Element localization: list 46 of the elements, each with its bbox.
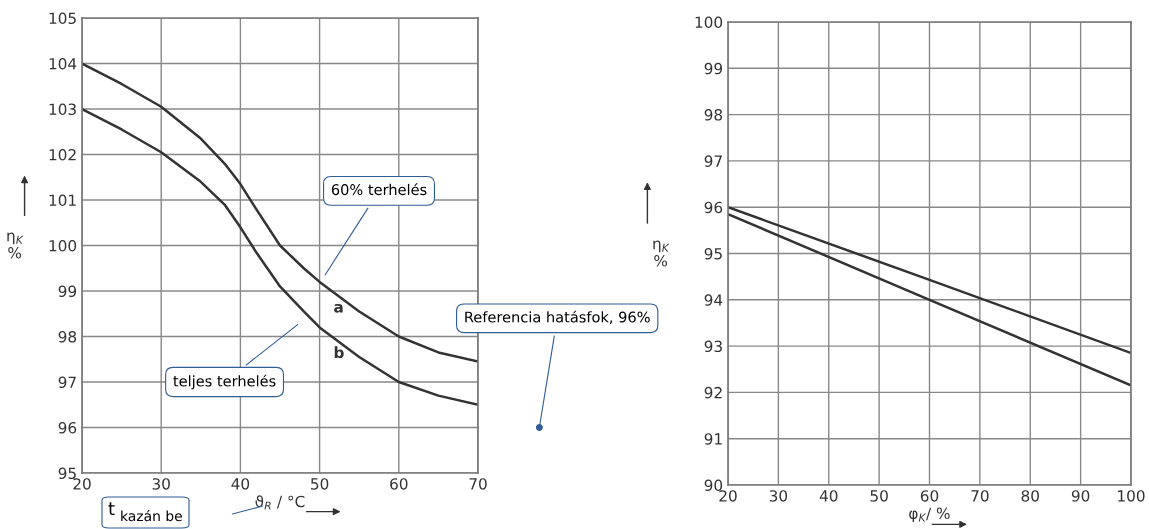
x-tick-label: 20: [719, 490, 737, 502]
x-tick-label: 70: [971, 490, 989, 502]
x-tick-label: 80: [1021, 490, 1039, 502]
x-tick-label: 100: [1118, 490, 1145, 502]
y-tick-label: 99: [704, 62, 723, 75]
y-tick-label: 93: [704, 340, 722, 353]
annotation: teljes terhelés: [173, 374, 276, 390]
y-tick-label: 97: [58, 376, 76, 389]
y-tick-label: 98: [58, 330, 77, 343]
x-tick-label: 90: [1071, 490, 1090, 502]
y-tick-label: 91: [704, 433, 722, 445]
x-axis-title: φ$_{K}$/ %: [909, 507, 950, 523]
y-tick-label: 96: [704, 201, 723, 214]
y-axis-title: η$_{K}$ %: [653, 240, 670, 267]
x-tick-label: 60: [390, 478, 408, 490]
x-tick-label: 20: [73, 478, 91, 490]
series-label: a: [334, 303, 343, 313]
y-tick-label: 101: [49, 194, 76, 207]
x-tick-label: 60: [920, 490, 939, 502]
series-label: b: [334, 346, 344, 359]
x-tick-label: 70: [469, 478, 487, 490]
text: t kazán be: [108, 502, 182, 522]
x-tick-label: 40: [819, 490, 838, 502]
y-tick-label: 94: [704, 294, 723, 306]
y-tick-label: 99: [58, 285, 77, 298]
y-tick-label: 95: [58, 467, 76, 480]
y-tick-label: 92: [704, 386, 722, 399]
annotation: 60% terhelés: [331, 183, 427, 196]
y-tick-label: 105: [49, 12, 76, 25]
y-tick-label: 97: [704, 155, 722, 167]
y-tick-label: 102: [49, 148, 76, 161]
x-tick-label: 40: [231, 478, 250, 490]
x-tick-label: 50: [311, 478, 329, 490]
y-tick-label: 104: [49, 57, 77, 70]
x-tick-label: 50: [870, 490, 888, 502]
y-tick-label: 100: [49, 239, 77, 252]
y-tick-label: 100: [695, 16, 723, 29]
y-tick-label: 95: [704, 247, 722, 260]
y-tick-label: 98: [704, 109, 723, 121]
y-axis-title: η$_{K}$ %: [7, 232, 24, 259]
y-tick-label: 96: [58, 421, 77, 434]
x-tick-label: 30: [152, 478, 170, 490]
x-axis-title: ϑ$_{R}$ / °C: [255, 495, 305, 510]
y-tick-label: 103: [49, 103, 76, 116]
annotation: Referencia hatásfok, 96%: [465, 310, 650, 325]
x-tick-label: 30: [769, 490, 788, 502]
